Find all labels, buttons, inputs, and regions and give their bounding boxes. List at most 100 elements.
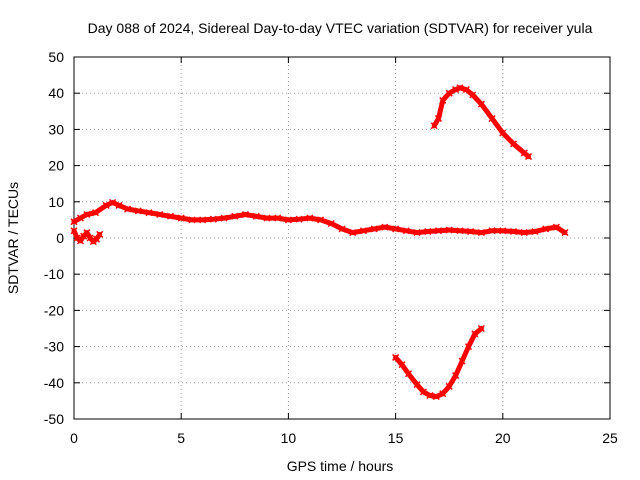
y-tick-label: -10 <box>44 266 64 282</box>
data-point <box>531 227 539 236</box>
data-point <box>439 390 447 398</box>
data-point <box>488 115 496 123</box>
data-point <box>452 372 460 380</box>
data-point <box>381 223 389 231</box>
data-point <box>402 227 410 235</box>
x-axis-label: GPS time / hours <box>287 458 394 474</box>
data-point <box>430 122 438 130</box>
data-point <box>392 353 400 361</box>
data-point <box>404 370 412 378</box>
data-point <box>469 91 477 99</box>
series-early-dip <box>70 227 104 246</box>
series-lower-arc <box>392 324 485 401</box>
y-tick-label: 40 <box>48 85 64 101</box>
y-tick-label: 0 <box>56 230 64 246</box>
data-point <box>145 209 153 217</box>
data-point <box>477 100 485 108</box>
data-point <box>209 215 217 223</box>
data-point <box>552 223 560 231</box>
data-point <box>434 227 443 235</box>
data-point <box>458 357 466 365</box>
data-point <box>464 343 473 351</box>
data-point <box>445 89 453 97</box>
data-layer <box>70 84 569 401</box>
data-point <box>432 393 440 401</box>
x-tick-label: 20 <box>495 430 511 446</box>
y-tick-label: -20 <box>44 302 64 318</box>
data-point <box>456 227 464 235</box>
data-point <box>477 229 485 237</box>
y-axis-label: SDTVAR / TECUs <box>5 182 21 294</box>
data-point <box>76 214 84 222</box>
x-tick-label: 0 <box>70 430 78 446</box>
data-point <box>467 227 475 236</box>
y-tick-label: -50 <box>44 411 64 427</box>
y-tick-label: -30 <box>44 339 64 355</box>
data-point <box>424 227 432 236</box>
data-point <box>349 229 357 237</box>
data-point <box>445 382 453 390</box>
data-point <box>445 226 453 234</box>
data-point <box>177 214 185 222</box>
data-point <box>561 229 569 237</box>
x-tick-label: 5 <box>177 430 185 446</box>
series-line <box>393 326 484 400</box>
data-point <box>370 225 378 233</box>
chart-title: Day 088 of 2024, Sidereal Day-to-day VTE… <box>88 20 593 36</box>
data-point <box>231 212 239 220</box>
data-point <box>471 330 479 338</box>
data-point <box>419 388 428 396</box>
data-point <box>524 153 533 161</box>
series-main <box>70 198 569 237</box>
data-point <box>70 227 78 235</box>
data-point <box>499 227 507 235</box>
data-point <box>359 227 367 235</box>
data-point <box>434 115 443 123</box>
data-point <box>413 381 421 389</box>
data-point <box>70 218 78 226</box>
data-point <box>520 229 528 237</box>
data-point <box>338 225 346 233</box>
data-point <box>456 84 464 92</box>
data-point <box>241 210 250 219</box>
data-point <box>263 214 271 222</box>
data-point <box>327 219 335 228</box>
data-point <box>102 201 110 209</box>
y-tick-label: 10 <box>48 194 64 210</box>
data-point <box>76 237 84 245</box>
data-point <box>306 214 314 222</box>
data-point <box>109 198 117 207</box>
data-point <box>295 215 303 223</box>
data-point <box>115 201 123 209</box>
data-point <box>439 96 447 104</box>
data-point <box>284 216 292 224</box>
data-point <box>83 229 91 237</box>
x-tick-label: 25 <box>602 430 618 446</box>
data-point <box>452 86 460 94</box>
data-point <box>166 212 175 220</box>
data-point <box>317 216 325 224</box>
y-tick-label: 20 <box>48 158 64 174</box>
series-line <box>431 85 531 160</box>
data-point <box>398 361 406 369</box>
data-point <box>509 140 518 148</box>
data-point <box>92 235 101 243</box>
y-tick-label: 30 <box>48 121 64 137</box>
data-point <box>462 86 470 94</box>
series-line <box>71 200 568 236</box>
y-tick-label: -40 <box>44 375 64 391</box>
y-tick-label: 50 <box>48 49 64 65</box>
data-point <box>426 391 434 400</box>
data-point <box>413 229 421 237</box>
data-point <box>96 230 104 238</box>
data-point <box>124 205 132 213</box>
data-point <box>156 210 164 219</box>
x-tick-label: 10 <box>281 430 297 446</box>
data-point <box>477 324 485 333</box>
data-point <box>91 209 99 217</box>
data-point <box>274 214 282 222</box>
data-point <box>199 216 207 224</box>
data-point <box>220 214 228 222</box>
data-point <box>83 210 91 219</box>
